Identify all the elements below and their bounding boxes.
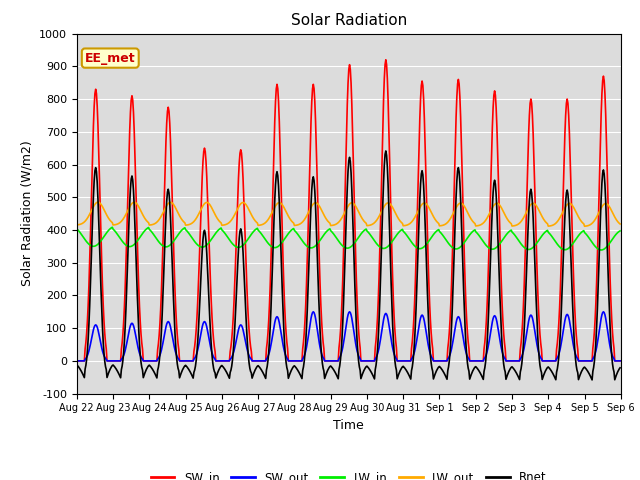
Rnet xyxy=(139,367,147,373)
Rnet xyxy=(588,377,596,383)
SW_out xyxy=(223,358,230,364)
Title: Solar Radiation: Solar Radiation xyxy=(291,13,407,28)
LW_out xyxy=(140,213,147,218)
SW_in xyxy=(382,57,390,63)
SW_out xyxy=(139,356,147,362)
SW_in xyxy=(431,358,439,364)
Rnet xyxy=(431,372,439,377)
SW_in xyxy=(223,358,230,364)
SW_in xyxy=(83,331,90,336)
LW_in xyxy=(431,230,439,236)
LW_in xyxy=(616,228,624,234)
Rnet xyxy=(223,369,230,375)
LW_out xyxy=(415,206,423,212)
SW_in xyxy=(616,358,624,364)
SW_out xyxy=(415,323,423,328)
Text: EE_met: EE_met xyxy=(85,51,136,65)
Line: SW_in: SW_in xyxy=(77,60,620,361)
LW_in xyxy=(415,246,423,252)
SW_in xyxy=(73,358,81,364)
Line: SW_out: SW_out xyxy=(77,312,620,361)
LW_out xyxy=(195,212,202,217)
Rnet xyxy=(73,362,81,368)
Rnet xyxy=(194,339,202,345)
LW_out xyxy=(580,223,588,229)
Y-axis label: Solar Radiation (W/m2): Solar Radiation (W/m2) xyxy=(20,141,33,287)
X-axis label: Time: Time xyxy=(333,419,364,432)
LW_in xyxy=(195,243,202,249)
LW_in xyxy=(223,234,231,240)
LW_in xyxy=(83,239,90,245)
LW_in xyxy=(140,229,147,235)
LW_out xyxy=(94,199,102,205)
Rnet xyxy=(616,365,624,371)
Rnet xyxy=(382,148,390,154)
LW_out xyxy=(73,222,81,228)
LW_in xyxy=(73,226,81,232)
Rnet xyxy=(83,357,90,362)
LW_out xyxy=(83,216,90,222)
Rnet xyxy=(415,216,423,222)
LW_in xyxy=(597,247,605,253)
SW_out xyxy=(616,358,624,364)
SW_out xyxy=(73,358,81,364)
Line: LW_in: LW_in xyxy=(77,227,620,250)
LW_out xyxy=(431,216,439,222)
SW_out xyxy=(83,354,90,360)
SW_out xyxy=(194,347,202,353)
Line: Rnet: Rnet xyxy=(77,151,620,380)
SW_in xyxy=(139,347,147,352)
LW_out xyxy=(223,221,231,227)
LW_in xyxy=(108,224,116,230)
Line: LW_out: LW_out xyxy=(77,202,620,226)
SW_in xyxy=(194,300,202,305)
LW_out xyxy=(616,221,624,227)
SW_in xyxy=(415,141,423,147)
SW_out xyxy=(310,309,317,315)
SW_out xyxy=(431,358,439,364)
Legend: SW_in, SW_out, LW_in, LW_out, Rnet: SW_in, SW_out, LW_in, LW_out, Rnet xyxy=(146,466,552,480)
